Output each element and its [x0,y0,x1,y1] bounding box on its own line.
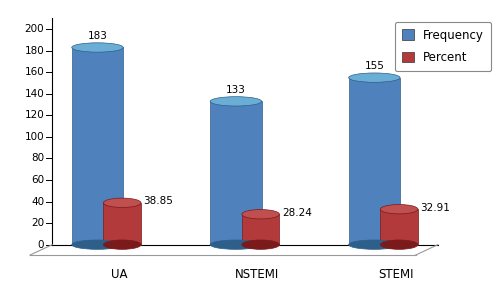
Text: 140: 140 [24,89,44,99]
Text: 100: 100 [24,132,44,142]
Bar [72,48,123,245]
Text: 0: 0 [38,240,44,250]
Ellipse shape [210,240,262,249]
Text: NSTEMI: NSTEMI [236,268,280,281]
Text: STEMI: STEMI [378,268,414,281]
Ellipse shape [242,240,280,249]
Ellipse shape [72,43,123,52]
Ellipse shape [210,97,262,106]
Ellipse shape [104,240,141,249]
Text: 32.91: 32.91 [420,203,450,213]
Text: 200: 200 [24,24,44,34]
Text: 180: 180 [24,46,44,56]
Ellipse shape [380,205,418,214]
Text: 133: 133 [226,85,246,95]
Ellipse shape [348,240,400,249]
Text: 20: 20 [31,218,44,228]
Text: 40: 40 [31,197,44,207]
Text: 38.85: 38.85 [144,196,174,207]
Bar [210,101,262,245]
Text: 80: 80 [31,153,44,164]
Text: 28.24: 28.24 [282,208,312,218]
Ellipse shape [348,73,400,82]
Text: 60: 60 [31,175,44,185]
Text: 155: 155 [364,61,384,71]
Bar [348,78,400,245]
Legend: Frequency, Percent: Frequency, Percent [395,22,492,71]
Bar [242,214,280,245]
Text: 160: 160 [24,67,44,77]
Bar [380,209,418,245]
Text: UA: UA [110,268,127,281]
Text: 183: 183 [88,31,108,41]
Ellipse shape [380,240,418,249]
Ellipse shape [104,198,141,207]
Ellipse shape [72,240,123,249]
Text: 120: 120 [24,110,44,120]
Bar [104,203,141,245]
Ellipse shape [242,209,280,219]
